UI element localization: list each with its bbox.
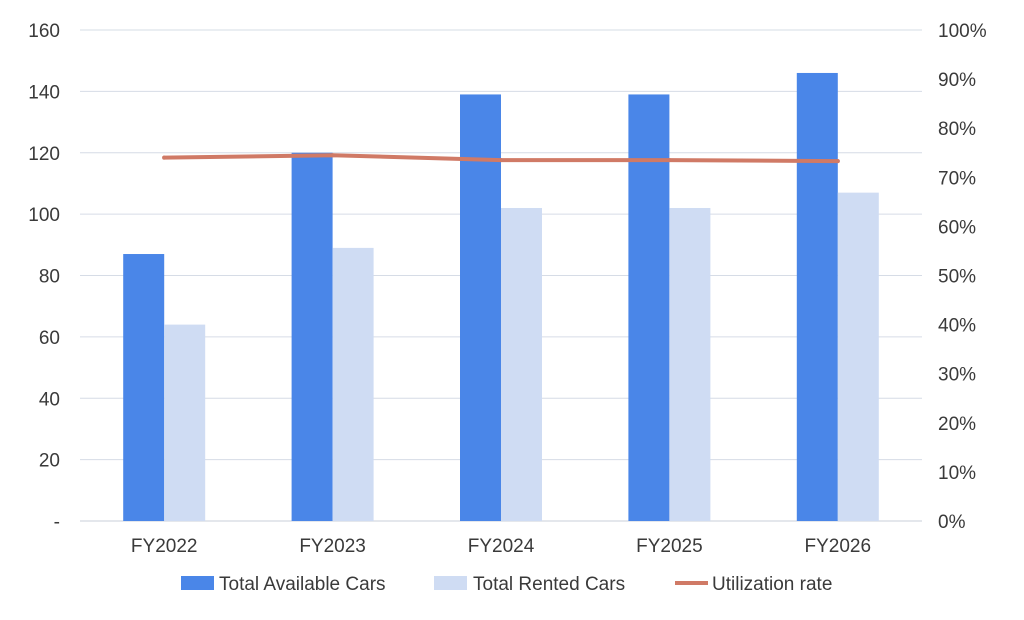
right-tick-label: 20% [938,414,976,435]
bar-total-rented-fy2025 [669,207,711,522]
legend-swatch [434,576,467,590]
bar-total-available-fy2025 [628,94,670,521]
bar-total-rented-fy2023 [332,247,374,521]
legend-label: Total Rented Cars [473,574,625,595]
bars [123,72,879,522]
x-tick-label: FY2024 [468,536,535,557]
x-axis: FY2022 FY2023 FY2024 FY2025 FY2026 [131,536,871,557]
right-tick-label: 70% [938,168,976,189]
legend: Total Available Cars Total Rented Cars Uti… [181,574,832,595]
right-tick-label: 0% [938,512,966,533]
x-tick-label: FY2023 [299,536,366,557]
right-tick-label: 60% [938,217,976,238]
legend-label: Utilization rate [712,574,832,595]
right-tick-label: 10% [938,463,976,484]
utilization-point-fy2022 [162,155,167,160]
left-tick-label: 140 [28,82,60,103]
left-tick-label: 20 [39,451,60,472]
x-tick-label: FY2025 [636,536,703,557]
right-tick-label: 100% [938,21,987,42]
bar-total-rented-fy2026 [837,192,879,522]
right-tick-label: 40% [938,316,976,337]
bar-total-available-fy2022 [123,254,165,522]
left-tick-label: 80 [39,267,60,288]
legend-swatch [181,576,214,590]
bar-total-available-fy2026 [796,72,838,522]
x-tick-label: FY2022 [131,536,198,557]
right-tick-label: 90% [938,70,976,91]
legend-label: Total Available Cars [219,574,386,595]
left-tick-label: 40 [39,389,60,410]
right-tick-label: 30% [938,365,976,386]
utilization-point-fy2023 [330,153,335,158]
utilization-point-fy2025 [667,158,672,163]
left-tick-label: 100 [28,205,60,226]
bar-total-rented-fy2022 [164,324,206,521]
right-tick-label: 80% [938,119,976,140]
utilization-point-fy2024 [499,158,503,163]
left-tick-label: 160 [28,21,60,42]
bar-total-available-fy2024 [460,94,501,521]
left-tick-label: - [54,512,60,533]
bar-total-rented-fy2024 [501,207,542,522]
utilization-line [162,153,840,164]
left-axis: - 20 40 60 80 100 120 140 160 [28,21,60,533]
utilization-point-fy2026 [835,159,840,164]
left-tick-label: 120 [28,144,60,165]
left-tick-label: 60 [39,328,60,349]
x-tick-label: FY2026 [805,536,872,557]
right-axis: 0% 10% 20% 30% 40% 50% 60% 70% 80% 90% 100% [938,21,987,533]
bar-total-available-fy2023 [291,152,333,521]
right-tick-label: 50% [938,267,976,288]
